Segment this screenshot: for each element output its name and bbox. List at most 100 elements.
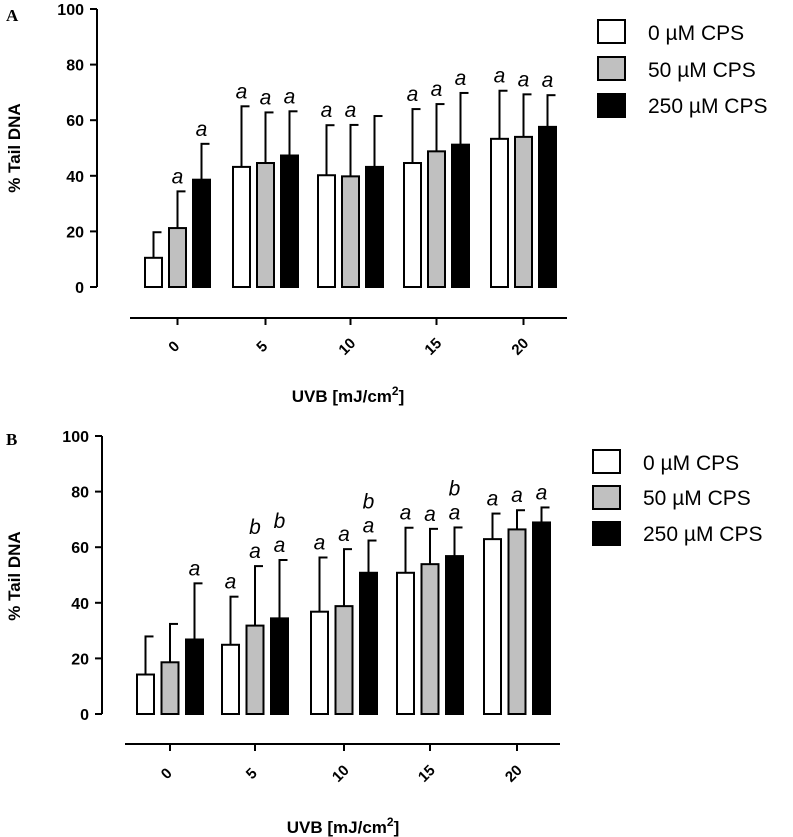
- panel-b-bar: [221, 643, 240, 716]
- panel-a-significance-label: a: [172, 165, 184, 188]
- panel-a-significance-label: a: [518, 68, 530, 91]
- panel-a-legend-label-0um: 0 µM CPS: [648, 22, 744, 45]
- panel-b-significance-label: a: [487, 488, 499, 511]
- panel-a-y-tick-label: 60: [66, 113, 84, 130]
- panel-a-bar: [256, 162, 275, 288]
- panel-b-x-tick-label: 10: [329, 762, 353, 786]
- panel-a-legend-swatch-250um: [597, 93, 626, 118]
- panel-b-significance-label: a: [400, 502, 412, 525]
- panel-b-letter: B: [6, 430, 17, 449]
- panel-a-significance-label: a: [284, 85, 296, 108]
- panel-a-y-tick-label: 20: [66, 224, 84, 241]
- panel-a-x-tick-label: 10: [335, 335, 359, 359]
- panel-b-y-tick-label: 80: [71, 485, 89, 502]
- panel-b-significance-label: a: [314, 531, 326, 554]
- panel-b-legend-swatch-250um: [592, 521, 621, 546]
- panel-b-y-tick-label: 60: [71, 540, 89, 557]
- panel-b: B % Tail DNA UVB [mJ/cm2] 0 µM CPS 50 µM…: [5, 429, 762, 837]
- panel-b-bar: [532, 521, 551, 716]
- panel-b-y-axis-label: % Tail DNA: [5, 531, 24, 620]
- panel-a-y-axis-label: % Tail DNA: [5, 103, 24, 192]
- panel-b-significance-label: a: [189, 557, 201, 580]
- panel-a-bar: [403, 162, 422, 288]
- panel-a-y-tick-label: 40: [66, 169, 84, 186]
- panel-a-significance-label: a: [407, 83, 419, 106]
- panel-a-y-tick-label: 80: [66, 58, 84, 75]
- panel-b-bar: [396, 571, 415, 715]
- panel-b-bar: [245, 624, 265, 716]
- panel-a-significance-label: a: [345, 99, 357, 122]
- panel-a-significance-label: a: [321, 99, 333, 122]
- panel-a-bar: [538, 125, 557, 289]
- panel-b-bar: [334, 605, 354, 715]
- panel-b-significance-label: a: [424, 503, 436, 526]
- panel-b-x-tick-label: 15: [415, 762, 439, 786]
- panel-a: A % Tail DNA UVB [mJ/cm2] 0 µM CPS 50 µM…: [5, 2, 767, 406]
- panel-a-bar: [232, 165, 251, 289]
- panel-a-x-tick-label: 5: [253, 338, 271, 356]
- panel-b-bar: [420, 563, 440, 716]
- panel-a-bar: [192, 178, 211, 288]
- panel-b-significance-label: a: [274, 534, 286, 557]
- panel-b-legend-label-50um: 50 µM CPS: [643, 487, 751, 510]
- panel-b-bar: [483, 538, 502, 715]
- panel-b-y-tick-label: 40: [71, 596, 89, 613]
- panel-b-legend-label-0um: 0 µM CPS: [643, 452, 739, 475]
- panel-b-significance-label: a: [363, 515, 375, 538]
- panel-a-bar: [280, 154, 299, 288]
- panel-a-x-tick-label: 15: [421, 335, 445, 359]
- panel-a-y-tick-label: 0: [75, 280, 84, 297]
- panel-b-bar: [270, 617, 289, 715]
- panel-b-significance-label: a: [338, 523, 350, 546]
- panel-b-bar: [445, 555, 464, 716]
- panel-a-bar: [341, 175, 360, 288]
- panel-a-y-tick-label: 100: [57, 2, 84, 19]
- panel-a-significance-label: a: [542, 69, 554, 92]
- panel-b-x-tick-label: 0: [158, 765, 176, 783]
- panel-b-bar: [507, 528, 527, 716]
- panel-b-y-tick-label: 20: [71, 651, 89, 668]
- panel-b-significance-label: b: [274, 510, 286, 533]
- panel-a-legend-swatch-50um: [597, 56, 626, 81]
- panel-a-bar: [317, 174, 336, 288]
- panel-b-significance-label: b: [363, 491, 375, 514]
- panel-b-legend-swatch-0um: [592, 449, 621, 474]
- panel-b-significance-label: a: [511, 484, 523, 507]
- panel-b-y-tick-label: 0: [80, 707, 89, 724]
- panel-a-x-tick-label: 0: [165, 338, 183, 356]
- panel-a-legend-label-250um: 250 µM CPS: [648, 95, 767, 118]
- panel-a-bar: [365, 165, 384, 289]
- panel-b-significance-label: b: [249, 516, 261, 539]
- panel-b-x-tick-label: 5: [243, 765, 261, 783]
- panel-b-significance-label: a: [249, 540, 261, 563]
- panel-b-significance-label: a: [225, 571, 237, 594]
- panel-a-legend-label-50um: 50 µM CPS: [648, 59, 756, 82]
- panel-b-bar: [136, 673, 155, 715]
- panel-a-bar: [144, 256, 163, 288]
- panel-a-significance-label: a: [455, 67, 467, 90]
- panel-a-bar: [427, 150, 446, 288]
- panel-b-legend-label-250um: 250 µM CPS: [643, 523, 762, 546]
- panel-a-significance-label: a: [236, 80, 248, 103]
- panel-b-bar: [359, 571, 378, 715]
- panel-b-bar: [310, 610, 329, 715]
- panel-a-significance-label: a: [431, 78, 443, 101]
- panel-a-significance-label: a: [196, 118, 208, 141]
- panel-b-significance-label: a: [449, 501, 461, 524]
- panel-b-bar: [160, 661, 180, 715]
- panel-a-bar: [490, 137, 509, 288]
- panel-b-significance-label: b: [449, 477, 461, 500]
- panel-a-bar: [168, 227, 187, 288]
- panel-b-bar: [185, 638, 204, 715]
- panel-a-significance-label: a: [494, 65, 506, 88]
- panel-a-letter: A: [6, 6, 19, 25]
- panel-a-x-tick-label: 20: [508, 335, 532, 359]
- panel-b-legend-swatch-50um: [592, 485, 621, 510]
- panel-b-significance-label: a: [536, 481, 548, 504]
- panel-a-legend-swatch-0um: [597, 19, 626, 44]
- panel-a-bar: [514, 135, 533, 288]
- panel-b-y-tick-label: 100: [62, 429, 89, 446]
- panel-a-bar: [451, 143, 470, 288]
- panel-a-x-axis-label: UVB [mJ/cm2]: [292, 384, 405, 406]
